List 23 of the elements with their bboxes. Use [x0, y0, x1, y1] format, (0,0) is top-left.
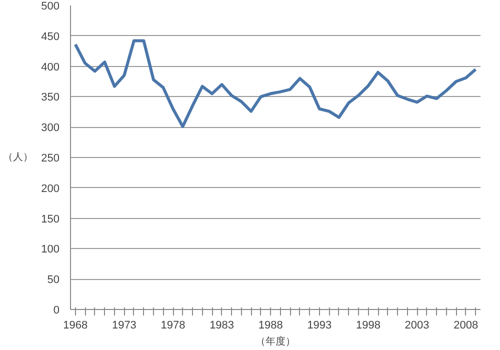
y-tick-label: 0: [53, 304, 60, 316]
x-tick-label: 2003: [404, 320, 430, 332]
y-tick-label: 400: [41, 61, 60, 74]
y-tick-label: 100: [41, 244, 60, 256]
x-tick-label: 1988: [258, 320, 283, 332]
x-tick-label: 1968: [63, 320, 88, 332]
y-tick-label: 50: [47, 274, 60, 286]
y-tick-label: 450: [41, 30, 60, 43]
x-tick-label: 2008: [454, 320, 478, 332]
y-tick-label: 300: [41, 122, 60, 134]
x-tick-label: 1983: [210, 320, 234, 332]
x-tick-label: 1993: [307, 320, 332, 332]
x-tick-label: 1978: [160, 320, 186, 332]
y-tick-label: 350: [41, 92, 60, 104]
y-tick-label: 200: [41, 182, 60, 195]
y-tick-label: 150: [41, 213, 60, 226]
y-axis-title: （人）: [3, 152, 34, 163]
x-tick-label: 1973: [112, 320, 136, 332]
line-series: [74, 39, 478, 128]
x-tick-label: 1998: [356, 320, 380, 332]
y-tick-label: 250: [41, 152, 60, 164]
x-axis-title: （年度）: [256, 336, 296, 348]
y-tick-label: 500: [41, 0, 60, 12]
